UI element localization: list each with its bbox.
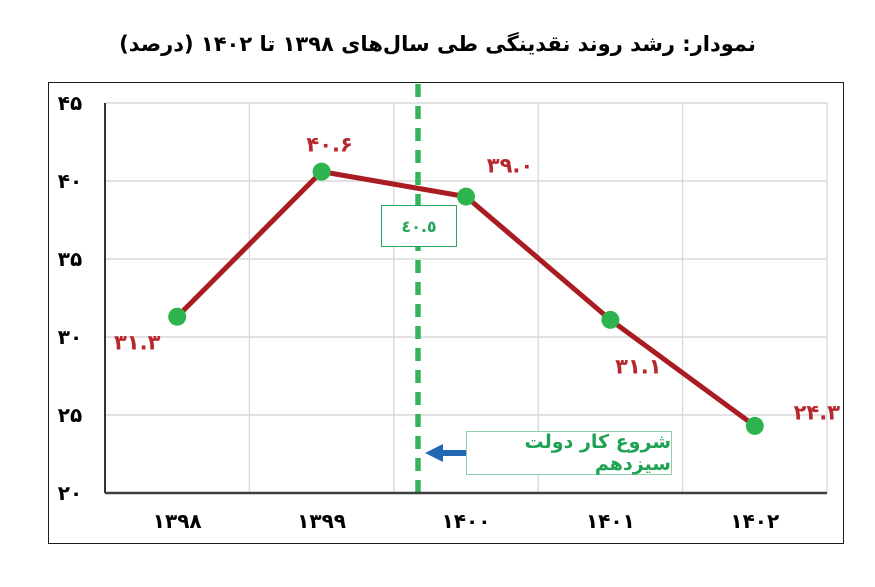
data-point-marker [312,162,331,181]
data-point-marker [601,310,620,329]
government-start-callout: شروع کار دولت سیزدهم [466,431,672,475]
liquidity-growth-line [174,169,758,429]
data-point-marker [745,416,764,435]
data-point-marker [457,187,475,206]
chart-title: نمودار: رشد روند نقدینگی طی سال‌های ۱۳۹۸… [119,32,756,56]
vline-value-box: ٤٠.٥ [381,205,457,247]
data-point-marker [168,307,187,326]
callout-arrow-head [425,444,443,462]
